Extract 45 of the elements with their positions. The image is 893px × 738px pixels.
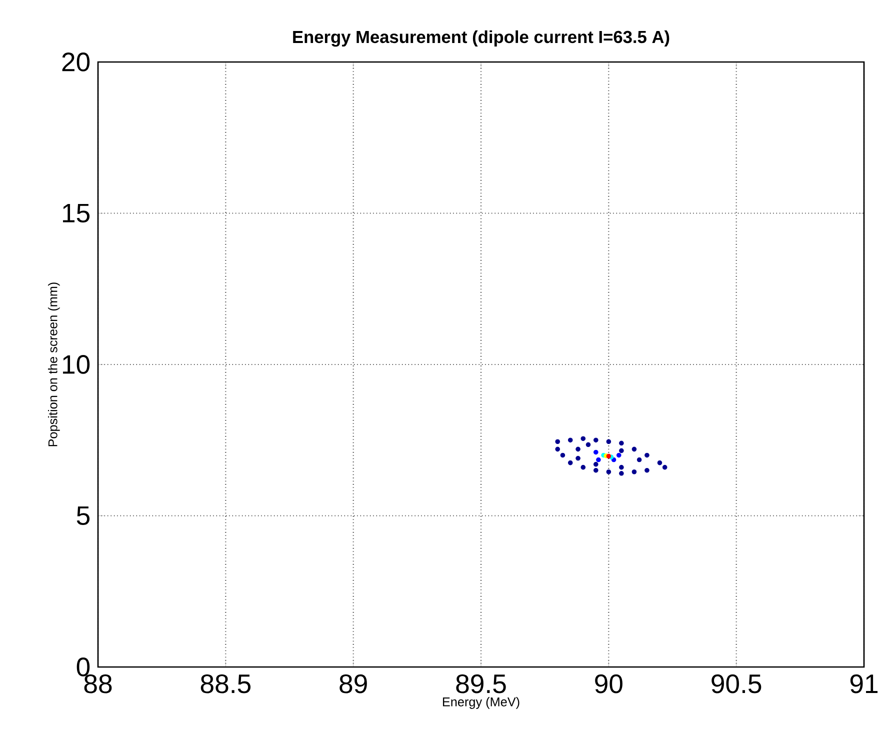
point <box>657 460 662 466</box>
point <box>593 468 598 473</box>
x-tick-label: 91 <box>850 674 878 694</box>
point <box>606 454 612 459</box>
x-tick-label: 89 <box>340 674 367 694</box>
x-tick-label: 88 <box>84 674 112 694</box>
x-tick-label: 89.5 <box>456 674 506 694</box>
point <box>593 462 598 467</box>
point <box>555 439 560 444</box>
point <box>586 442 591 448</box>
y-tick-label: 15 <box>62 204 90 223</box>
point <box>576 446 580 452</box>
point <box>644 452 650 458</box>
point <box>596 457 601 462</box>
point <box>580 464 586 470</box>
point <box>619 448 624 454</box>
point <box>662 464 668 470</box>
point <box>616 452 622 458</box>
point <box>560 452 566 458</box>
point <box>555 446 560 452</box>
y-axis-title: Popsition on the screen (mm) <box>48 282 60 446</box>
point <box>593 450 598 455</box>
point <box>568 460 573 466</box>
point <box>644 468 650 473</box>
point <box>636 457 642 462</box>
point <box>580 436 586 442</box>
point <box>619 470 624 476</box>
point <box>606 439 612 444</box>
x-tick-label: 88.5 <box>200 674 251 694</box>
point <box>632 469 637 474</box>
point <box>576 456 580 461</box>
point <box>632 446 637 452</box>
y-tick-label: 0 <box>76 658 90 676</box>
y-tick-label: 10 <box>62 355 90 374</box>
x-tick-label: 90 <box>595 674 622 694</box>
point <box>619 464 624 470</box>
y-tick-label: 5 <box>76 506 90 526</box>
x-tick-label: 90.5 <box>712 674 762 694</box>
point <box>619 440 624 446</box>
point <box>568 438 573 443</box>
point <box>593 438 598 443</box>
point <box>606 469 612 474</box>
chart-title: Energy Measurement (dipole current I=63.5 A) <box>293 30 670 47</box>
x-axis-title: Energy (MeV) <box>442 697 520 709</box>
y-tick-label: 20 <box>62 52 90 72</box>
